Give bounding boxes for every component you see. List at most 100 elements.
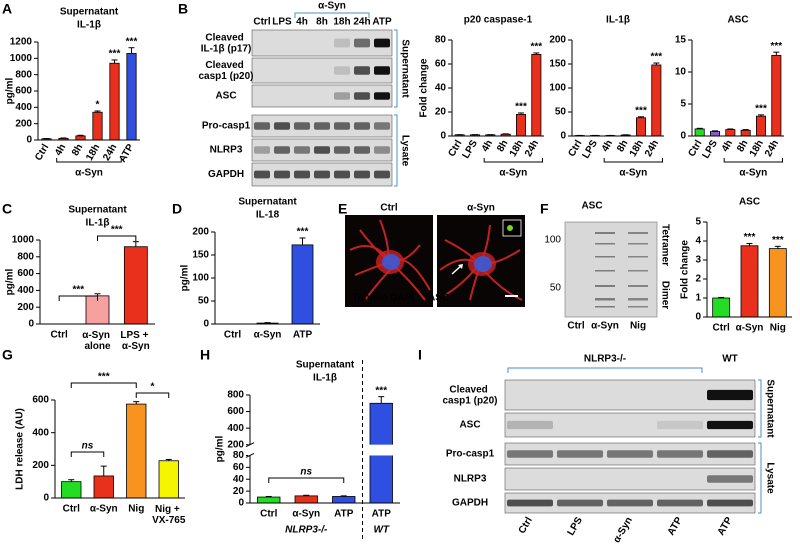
blot-row-label: Pro-casp1 [446,449,495,460]
panel-letter: G [2,347,13,363]
y-tick-label: 200 [192,227,209,238]
band [707,450,753,458]
lane-label: α-Syn [611,515,634,544]
y-tick-label: 200 [15,118,32,129]
chart-title: IL-1β [606,15,630,26]
significance: *** [111,225,123,236]
band [294,146,310,154]
bar [756,115,767,137]
y-tick-label: 600 [32,395,49,406]
x-tick-label: LPS + α-Syn [120,330,151,352]
band [314,146,330,154]
panel-letter: D [172,201,182,217]
chart-subtitle: IL-1β [86,218,110,229]
x-tick-label: LPS [581,138,600,161]
band [274,170,290,179]
y-tick-label: 200 [17,302,34,313]
section-label: Supernatant [399,39,410,98]
y-tick-label: 100 [192,273,209,284]
y-tick-label: 50 [555,107,567,118]
y-tick-label: 0 [680,131,686,142]
x-tick-label: 4h [600,138,615,154]
image-label: α-Syn [467,203,495,214]
chart-title: Supernatant [60,7,119,18]
x-tick-label: α-Syn [736,323,764,334]
y-tick-label: 600 [17,268,34,279]
band [374,146,390,154]
x-tick-label: Ctrl [260,509,277,520]
x-tick-label: 8h [495,138,510,154]
y-axis-label: pg/ml [5,268,16,295]
blot-row-label: Pro-casp1 [202,121,251,132]
x-tick-label: 4h [480,138,495,154]
lane-label: 24h [353,17,370,28]
x-tick-label: 8h [735,138,750,154]
bar [712,297,731,318]
group-bracket [723,158,783,163]
band [707,389,753,401]
chart-title: Supernatant [238,197,297,208]
blot-row-label: ASC [459,420,480,431]
y-tick-label: 0 [560,131,566,142]
micrograph-ctrl [345,215,433,307]
group-label: α-Syn [318,1,346,12]
significance-bracket [58,295,98,301]
y-tick-label: 800 [227,390,244,401]
bar [126,403,147,499]
x-tick-label: 24h [523,138,541,158]
band [334,146,350,154]
band [657,499,703,507]
x-tick-label: Nig [770,323,786,334]
band [628,243,648,245]
y-axis-label: Fold change [680,240,691,299]
section-label: Lysate [764,462,775,494]
significance: *** [515,102,527,113]
lane-label: LPS [566,515,585,538]
lane-label: Ctrl [567,321,584,332]
panel-letter: A [2,1,12,17]
x-tick-label: LPS [701,138,720,161]
band [628,270,648,272]
x-tick-label: 4h [720,138,735,154]
band [557,499,603,507]
group-bracket [294,12,370,18]
bar [740,245,759,318]
band [595,232,615,234]
band [374,66,390,75]
band [507,499,553,507]
significance: * [151,382,155,393]
x-tick-label: 18h [748,138,766,158]
x-tick-label: α-Syn [90,504,118,515]
blot-row-label: NLRP3 [210,145,243,156]
x-tick-label: ATP [334,509,354,520]
band [334,170,350,179]
bar [61,481,82,499]
band [254,170,270,179]
significance: *** [72,285,84,296]
significance: ns [82,441,94,452]
x-tick-label: α-Syn [292,509,320,520]
y-tick-label: 5 [680,99,686,110]
lane-label: ATP [666,515,685,537]
band [557,450,603,458]
bar [694,128,705,137]
band [595,256,615,258]
band [374,92,390,100]
group-label: α-Syn [75,168,103,179]
significance: *** [375,385,387,396]
band-label: Dimer [659,281,670,309]
y-tick-label: 150 [549,59,566,70]
chart-subtitle: IL-1β [313,373,337,384]
x-tick-label: ATP [293,330,313,341]
bar [126,53,137,141]
band [595,285,615,287]
section-bracket [394,29,398,108]
y-tick-label: 400 [17,285,34,296]
y-tick-label: 60 [233,462,245,473]
marker-label: 50 [550,283,562,294]
band [595,243,615,245]
blot [251,84,393,108]
bar [92,111,103,141]
band [507,450,553,458]
